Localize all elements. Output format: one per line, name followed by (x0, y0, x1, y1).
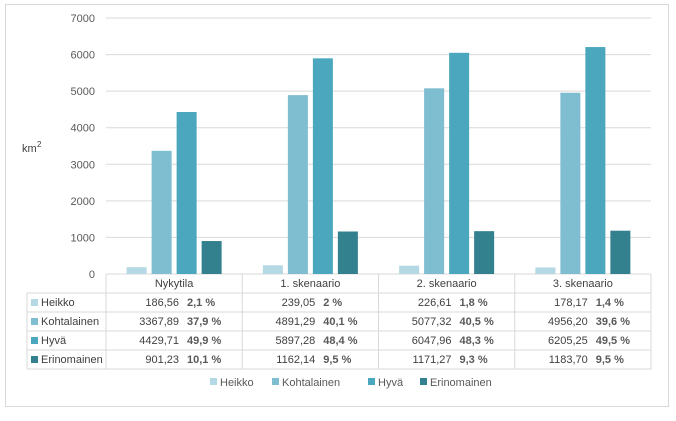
bar (535, 267, 556, 274)
bar (560, 92, 581, 274)
table-legend-key (31, 299, 38, 306)
y-tick-label: 1000 (71, 232, 95, 244)
percent-label: 37,9 % (187, 316, 221, 328)
table-legend-key (31, 356, 38, 363)
percent-label: 48,3 % (460, 335, 494, 347)
bar (585, 47, 606, 275)
series-label: Kohtalainen (41, 316, 99, 328)
y-axis-label: km (22, 143, 37, 155)
percent-label: 40,1 % (323, 316, 357, 328)
data-label: 5897,28 (275, 335, 315, 347)
legend-key (368, 378, 375, 385)
table-legend-key (31, 318, 38, 325)
legend-entry: Kohtalainen (282, 377, 340, 389)
data-label: 901,23 (145, 354, 179, 366)
data-label: 6205,25 (548, 335, 588, 347)
bar (287, 95, 308, 275)
bar (424, 88, 445, 274)
bar (176, 111, 197, 274)
percent-label: 2,1 % (187, 297, 215, 309)
y-axis-label-superscript: 2 (37, 140, 42, 149)
category-label: 3. skenaario (553, 278, 613, 290)
bar (201, 241, 222, 274)
y-tick-label: 4000 (71, 123, 95, 135)
bar (312, 58, 333, 274)
legend-key (210, 378, 217, 385)
category-label: Nykytila (155, 278, 194, 290)
percent-label: 2 % (323, 297, 342, 309)
y-tick-label: 3000 (71, 159, 95, 171)
data-label: 1162,14 (276, 354, 315, 366)
y-tick-label: 7000 (71, 13, 95, 25)
category-label: 2. skenaario (417, 278, 477, 290)
bar (449, 52, 470, 275)
percent-label: 39,6 % (596, 316, 630, 328)
percent-label: 49,9 % (187, 335, 221, 347)
data-label: 1183,70 (549, 354, 588, 366)
bar (262, 265, 283, 274)
chart-frame (5, 4, 669, 407)
bar (399, 265, 420, 274)
bar (337, 231, 358, 274)
legend-entry: Heikko (220, 377, 254, 389)
y-tick-label: 2000 (71, 196, 95, 208)
legend-entry: Hyvä (378, 377, 404, 389)
percent-label: 1,8 % (460, 297, 488, 309)
series-label: Erinomainen (41, 354, 103, 366)
bar (126, 267, 147, 274)
legend-key (420, 378, 427, 385)
y-tick-label: 5000 (71, 86, 95, 98)
series-label: Hyvä (41, 335, 67, 347)
data-label: 6047,96 (412, 335, 452, 347)
percent-label: 40,5 % (460, 316, 494, 328)
data-label: 4429,71 (139, 335, 179, 347)
percent-label: 1,4 % (596, 297, 624, 309)
y-tick-label: 0 (89, 269, 95, 281)
data-label: 4891,29 (275, 316, 315, 328)
category-label: 1. skenaario (280, 278, 340, 290)
data-label: 5077,32 (412, 316, 452, 328)
percent-label: 9,5 % (323, 354, 351, 366)
data-label: 1171,27 (413, 354, 452, 366)
y-tick-label: 6000 (71, 50, 95, 62)
legend-key (272, 378, 279, 385)
data-label: 226,61 (418, 297, 452, 309)
percent-label: 48,4 % (323, 335, 357, 347)
data-label: 178,17 (554, 297, 588, 309)
legend-entry: Erinomainen (430, 377, 492, 389)
data-label: 186,56 (145, 297, 179, 309)
percent-label: 9,3 % (460, 354, 488, 366)
bar (610, 230, 631, 274)
data-label: 239,05 (282, 297, 316, 309)
bar (151, 150, 172, 274)
series-label: Heikko (41, 297, 75, 309)
bar (474, 231, 495, 274)
percent-label: 9,5 % (596, 354, 624, 366)
data-label: 3367,89 (139, 316, 179, 328)
table-legend-key (31, 337, 38, 344)
data-label: 4956,20 (548, 316, 588, 328)
percent-label: 10,1 % (187, 354, 221, 366)
percent-label: 49,5 % (596, 335, 630, 347)
